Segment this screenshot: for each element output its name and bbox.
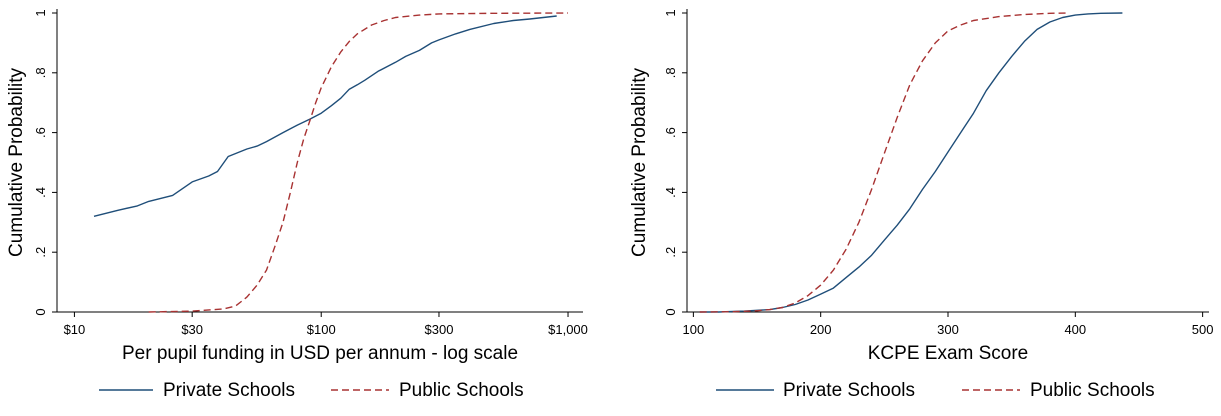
panel-1-y-axis-title: Cumulative Probability — [6, 67, 27, 257]
panel-2-x-tick-label: 300 — [937, 322, 959, 337]
panel-2-series-line-public — [699, 12, 1070, 313]
panel-2-y-tick-label: .8 — [663, 67, 678, 78]
panel-1-x-tick-label: $300 — [425, 322, 454, 337]
panel-1-x-axis-title: Per pupil funding in USD per annum - log… — [122, 343, 518, 364]
panel-1-series-line-public — [148, 12, 569, 313]
panel-2-x-tick-label: 400 — [1064, 322, 1086, 337]
panel-1-x-tick-label: $1,000 — [548, 322, 588, 337]
panel-2-x-tick-label: 100 — [683, 322, 705, 337]
panel-2-x-axis-title: KCPE Exam Score — [868, 343, 1029, 364]
panel-2-series-line-private — [699, 12, 1123, 313]
panel-1-y-tick-label: .8 — [33, 67, 48, 78]
panel-2-y-tick-label: 0 — [663, 308, 678, 315]
panel-1-y-tick-label: .2 — [33, 247, 48, 258]
panel-1-y-tick-label: 0 — [33, 308, 48, 315]
panel-2-y-tick-label: .4 — [663, 187, 678, 198]
panel-2-legend-label-private: Private Schools — [783, 380, 915, 401]
panel-1-x-tick-label: $10 — [64, 322, 86, 337]
panel-1-legend-label-public: Public Schools — [399, 380, 524, 401]
panel-1-series-line-private — [93, 15, 557, 217]
panel-1-y-tick-label: .6 — [33, 127, 48, 138]
panel-2-y-tick-label: .2 — [663, 247, 678, 258]
panel-1-y-tick-label: 1 — [33, 9, 48, 16]
panel-1-y-tick-label: .4 — [33, 187, 48, 198]
panel-2-x-tick-label: 500 — [1192, 322, 1214, 337]
panel-2-y-tick-label: 1 — [663, 9, 678, 16]
panel-2-x-tick-label: 200 — [810, 322, 832, 337]
panel-1-x-tick-label: $100 — [307, 322, 336, 337]
panel-1-legend-label-private: Private Schools — [163, 380, 295, 401]
panel-2-y-tick-label: .6 — [663, 127, 678, 138]
panel-1-x-tick-label: $30 — [181, 322, 203, 337]
panel-2-y-axis-title: Cumulative Probability — [629, 67, 650, 257]
panel-2-legend-label-public: Public Schools — [1030, 380, 1155, 401]
